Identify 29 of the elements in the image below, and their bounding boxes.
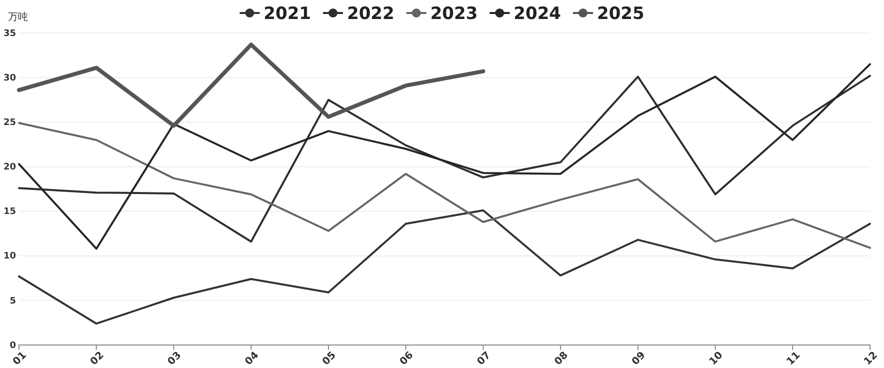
legend-label: 2022 [347,4,394,24]
x-tick-label: 06 [398,350,416,368]
x-tick-label: 08 [552,350,570,368]
y-tick-label: 15 [3,207,16,218]
legend-label: 2021 [264,4,312,24]
x-tick-label: 12 [862,350,880,368]
y-tick-label: 30 [3,73,16,84]
x-tick-label: 05 [320,350,338,368]
line-series [18,209,871,325]
legend-label: 2024 [514,4,562,24]
x-tick-label: 03 [166,350,184,368]
x-tick-label: 02 [88,350,106,368]
y-tick-label: 0 [10,340,16,351]
x-tick-label: 01 [11,350,29,368]
y-tick-label: 20 [3,162,16,173]
y-tick-label: 25 [3,118,16,128]
legend-label: 2023 [430,4,478,24]
x-tick-label: 10 [708,350,726,368]
line-series [18,122,871,249]
line-series [17,42,486,128]
y-tick-label: 35 [3,28,16,39]
y-axis-title: 万吨 [8,11,28,23]
x-tick-label: 04 [243,350,262,368]
x-tick-label: 07 [475,350,494,368]
y-tick-label: 5 [10,296,16,306]
x-tick-label: 09 [630,350,648,368]
x-tick-label: 11 [784,350,803,368]
y-tick-label: 10 [3,252,16,262]
legend-label: 2025 [596,4,644,24]
